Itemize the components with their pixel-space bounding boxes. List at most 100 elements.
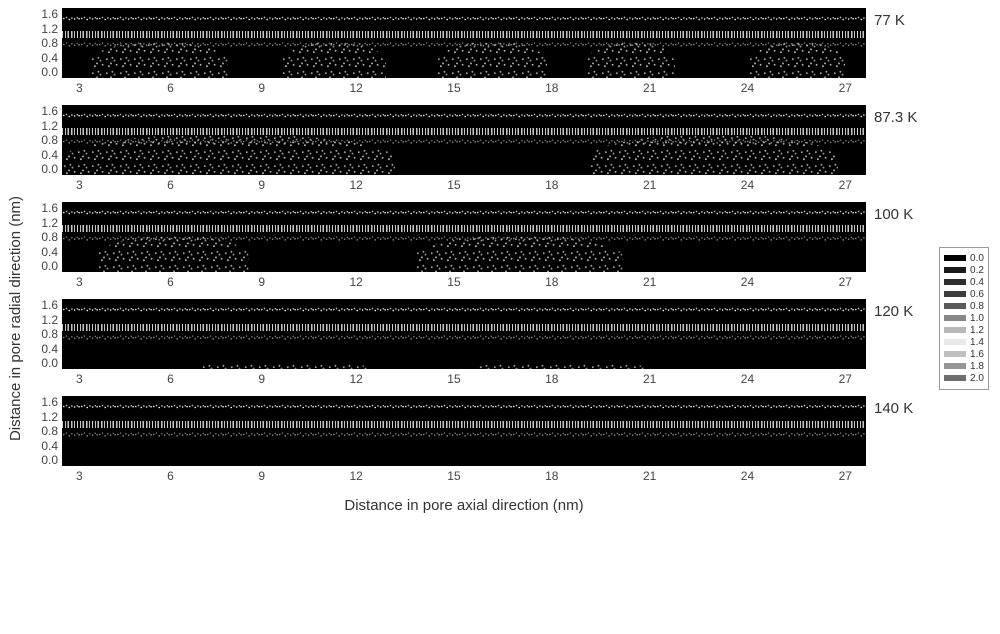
legend-value: 2.0 <box>970 373 984 384</box>
colorbar-legend: 0.00.20.40.60.81.01.21.41.61.82.0 <box>939 247 989 390</box>
x-axis-ticks: 369121518212427 <box>62 272 866 289</box>
condensation-region <box>436 41 547 78</box>
x-tick-label: 12 <box>349 469 362 483</box>
legend-item: 0.6 <box>944 289 984 300</box>
y-tick-label: 1.2 <box>41 411 58 423</box>
x-axis-ticks: 369121518212427 <box>62 78 866 95</box>
panel-row: 1.61.20.80.40.0369121518212427120 K <box>28 299 928 386</box>
y-axis-label: Distance in pore radial direction (nm) <box>8 195 25 440</box>
y-tick-label: 0.8 <box>41 37 58 49</box>
x-tick-label: 15 <box>447 178 460 192</box>
x-tick-label: 6 <box>167 178 174 192</box>
x-tick-label: 9 <box>258 81 265 95</box>
panel-row: 1.61.20.80.40.0369121518212427140 K <box>28 396 928 483</box>
x-tick-label: 6 <box>167 275 174 289</box>
legend-item: 2.0 <box>944 373 984 384</box>
legend-value: 1.4 <box>970 337 984 348</box>
x-tick-label: 9 <box>258 469 265 483</box>
density-strip-mid <box>62 324 866 331</box>
panel-temperature-label: 140 K <box>866 396 928 417</box>
x-tick-label: 24 <box>741 469 754 483</box>
legend-swatch <box>944 315 966 321</box>
x-tick-label: 27 <box>839 275 852 289</box>
y-tick-label: 1.6 <box>41 105 58 117</box>
legend-value: 1.0 <box>970 313 984 324</box>
density-plot <box>62 8 866 78</box>
y-tick-label: 0.4 <box>41 246 58 258</box>
x-tick-label: 9 <box>258 372 265 386</box>
y-tick-label: 1.6 <box>41 396 58 408</box>
y-tick-label: 1.6 <box>41 299 58 311</box>
y-tick-label: 0.8 <box>41 231 58 243</box>
x-tick-label: 15 <box>447 81 460 95</box>
y-tick-label: 1.2 <box>41 23 58 35</box>
density-strip-top <box>62 210 866 215</box>
density-strip-sub <box>62 334 866 341</box>
y-tick-label: 0.8 <box>41 134 58 146</box>
density-strip-top <box>62 113 866 118</box>
x-tick-label: 24 <box>741 275 754 289</box>
x-tick-label: 9 <box>258 275 265 289</box>
y-tick-label: 1.6 <box>41 8 58 20</box>
legend-value: 0.4 <box>970 277 984 288</box>
legend-swatch <box>944 279 966 285</box>
x-tick-label: 18 <box>545 469 558 483</box>
condensation-region <box>281 41 386 78</box>
density-strip-top <box>62 307 866 312</box>
x-tick-label: 12 <box>349 372 362 386</box>
x-axis-ticks: 369121518212427 <box>62 175 866 192</box>
panel-row: 1.61.20.80.40.0369121518212427100 K <box>28 202 928 289</box>
plot-container: 369121518212427 <box>62 105 866 192</box>
x-tick-label: 6 <box>167 469 174 483</box>
legend-swatch <box>944 267 966 273</box>
x-tick-label: 27 <box>839 372 852 386</box>
density-strip-sub <box>62 431 866 438</box>
legend-value: 0.2 <box>970 265 984 276</box>
condensation-region <box>201 363 367 369</box>
legend-item: 0.4 <box>944 277 984 288</box>
y-tick-label: 0.4 <box>41 440 58 452</box>
y-axis-ticks: 1.61.20.80.40.0 <box>28 299 62 369</box>
y-tick-label: 0.0 <box>41 66 58 78</box>
x-tick-label: 18 <box>545 81 558 95</box>
condensation-region <box>478 363 644 369</box>
y-axis-ticks: 1.61.20.80.40.0 <box>28 105 62 175</box>
legend-item: 0.2 <box>944 265 984 276</box>
figure: Distance in pore radial direction (nm) 1… <box>4 8 996 628</box>
legend-swatch <box>944 327 966 333</box>
x-tick-label: 15 <box>447 372 460 386</box>
x-tick-label: 18 <box>545 178 558 192</box>
y-tick-label: 0.0 <box>41 260 58 272</box>
plot-container: 369121518212427 <box>62 396 866 483</box>
legend-item: 1.4 <box>944 337 984 348</box>
x-axis-ticks: 369121518212427 <box>62 466 866 483</box>
panel-row: 1.61.20.80.40.036912151821242777 K <box>28 8 928 95</box>
legend-value: 0.6 <box>970 289 984 300</box>
x-tick-label: 21 <box>643 469 656 483</box>
y-tick-label: 1.2 <box>41 314 58 326</box>
y-tick-label: 0.0 <box>41 357 58 369</box>
y-axis-ticks: 1.61.20.80.40.0 <box>28 8 62 78</box>
legend-value: 1.6 <box>970 349 984 360</box>
density-strip-mid <box>62 421 866 428</box>
condensation-region <box>90 41 229 78</box>
density-strip-top <box>62 16 866 21</box>
condensation-region <box>415 235 623 272</box>
density-strip-mid <box>62 128 866 135</box>
density-strip-mid <box>62 31 866 38</box>
legend-swatch <box>944 291 966 297</box>
legend-swatch <box>944 375 966 381</box>
x-tick-label: 18 <box>545 372 558 386</box>
x-tick-label: 21 <box>643 372 656 386</box>
x-tick-label: 27 <box>839 178 852 192</box>
legend-column: 0.00.20.40.60.81.01.21.41.61.82.0 <box>932 8 996 628</box>
panel-temperature-label: 120 K <box>866 299 928 320</box>
y-tick-label: 1.2 <box>41 217 58 229</box>
legend-swatch <box>944 339 966 345</box>
y-tick-label: 0.8 <box>41 425 58 437</box>
panel-temperature-label: 77 K <box>866 8 928 29</box>
x-axis-label: Distance in pore axial direction (nm) <box>62 497 866 514</box>
plot-container: 369121518212427 <box>62 202 866 289</box>
x-tick-label: 21 <box>643 81 656 95</box>
panel-temperature-label: 87.3 K <box>866 105 928 126</box>
